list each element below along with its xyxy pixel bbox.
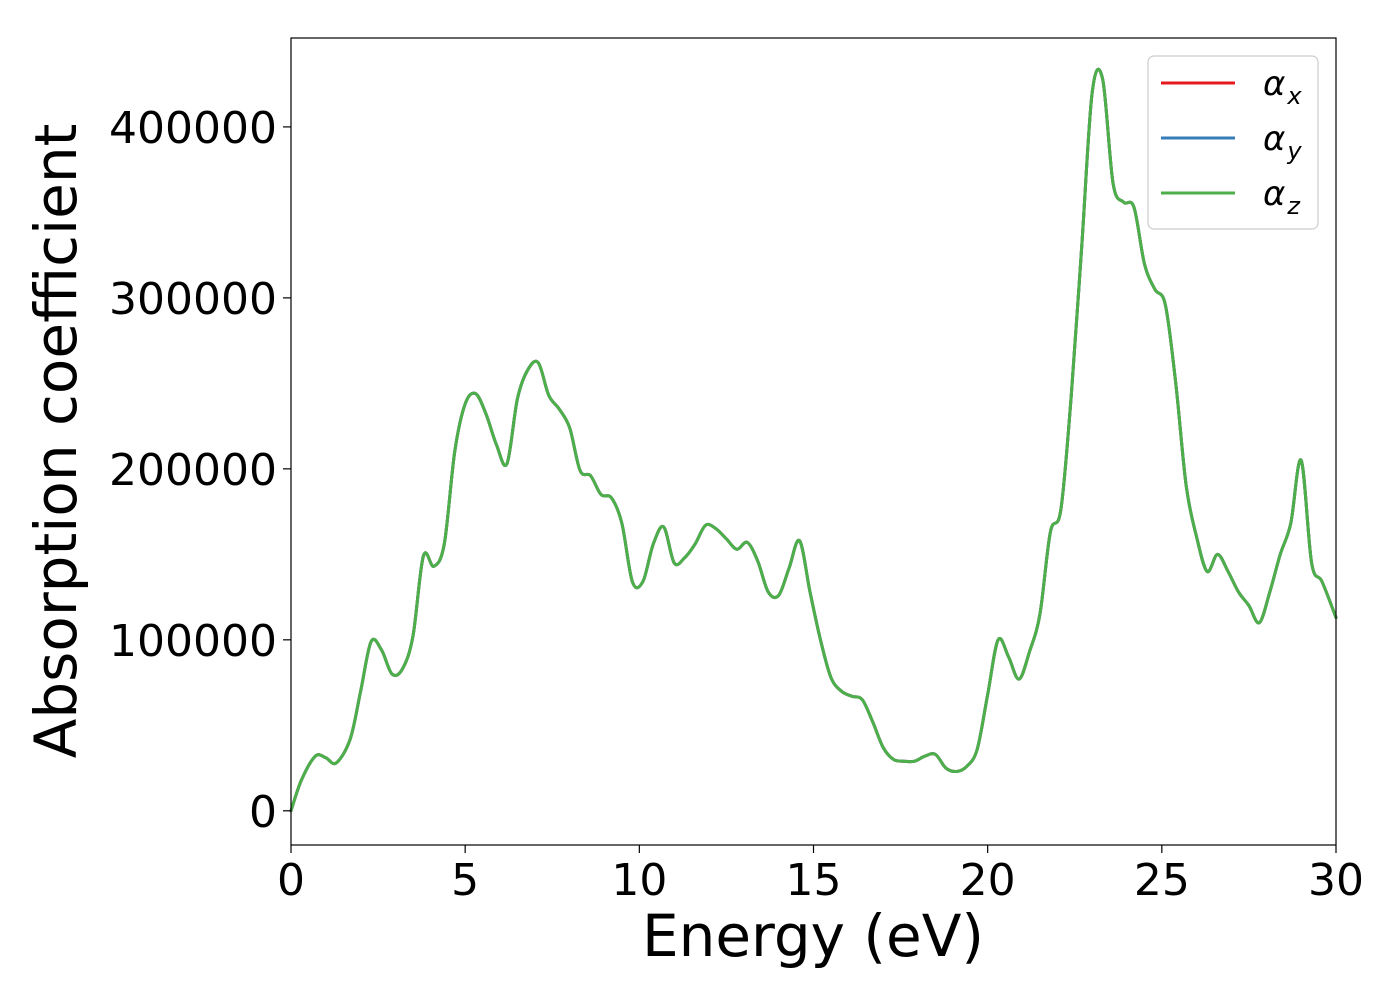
- x-tick-label: 25: [1134, 855, 1190, 906]
- x-axis-ticks: 0 5 10 15 20 25 30: [277, 845, 1364, 906]
- x-tick-label: 5: [451, 855, 479, 906]
- series-layer: [289, 67, 1338, 813]
- y-tick-label: 0: [249, 787, 277, 838]
- y-tick-label: 100000: [109, 616, 277, 667]
- y-tick-label: 200000: [109, 445, 277, 496]
- y-axis-title: Absorption coefficient: [22, 124, 90, 759]
- y-tick-label: 300000: [109, 274, 277, 325]
- x-axis-title: Energy (eV): [642, 902, 984, 970]
- x-tick-label: 20: [960, 855, 1016, 906]
- x-tick-label: 0: [277, 855, 305, 906]
- legend-label-alpha-z: αz: [1263, 174, 1301, 220]
- x-tick-label: 10: [611, 855, 667, 906]
- legend-label-alpha-y: αy: [1263, 119, 1302, 165]
- y-axis-ticks: 0 100000 200000 300000 400000: [109, 103, 291, 838]
- x-tick-label: 30: [1308, 855, 1364, 906]
- legend-label-alpha-x: αx: [1263, 64, 1302, 110]
- y-tick-label: 400000: [109, 103, 277, 154]
- x-tick-label: 15: [786, 855, 842, 906]
- legend-box: [1147, 55, 1319, 230]
- series-line-alpha-z: [289, 67, 1338, 813]
- legend: αx αy αz: [1147, 55, 1319, 230]
